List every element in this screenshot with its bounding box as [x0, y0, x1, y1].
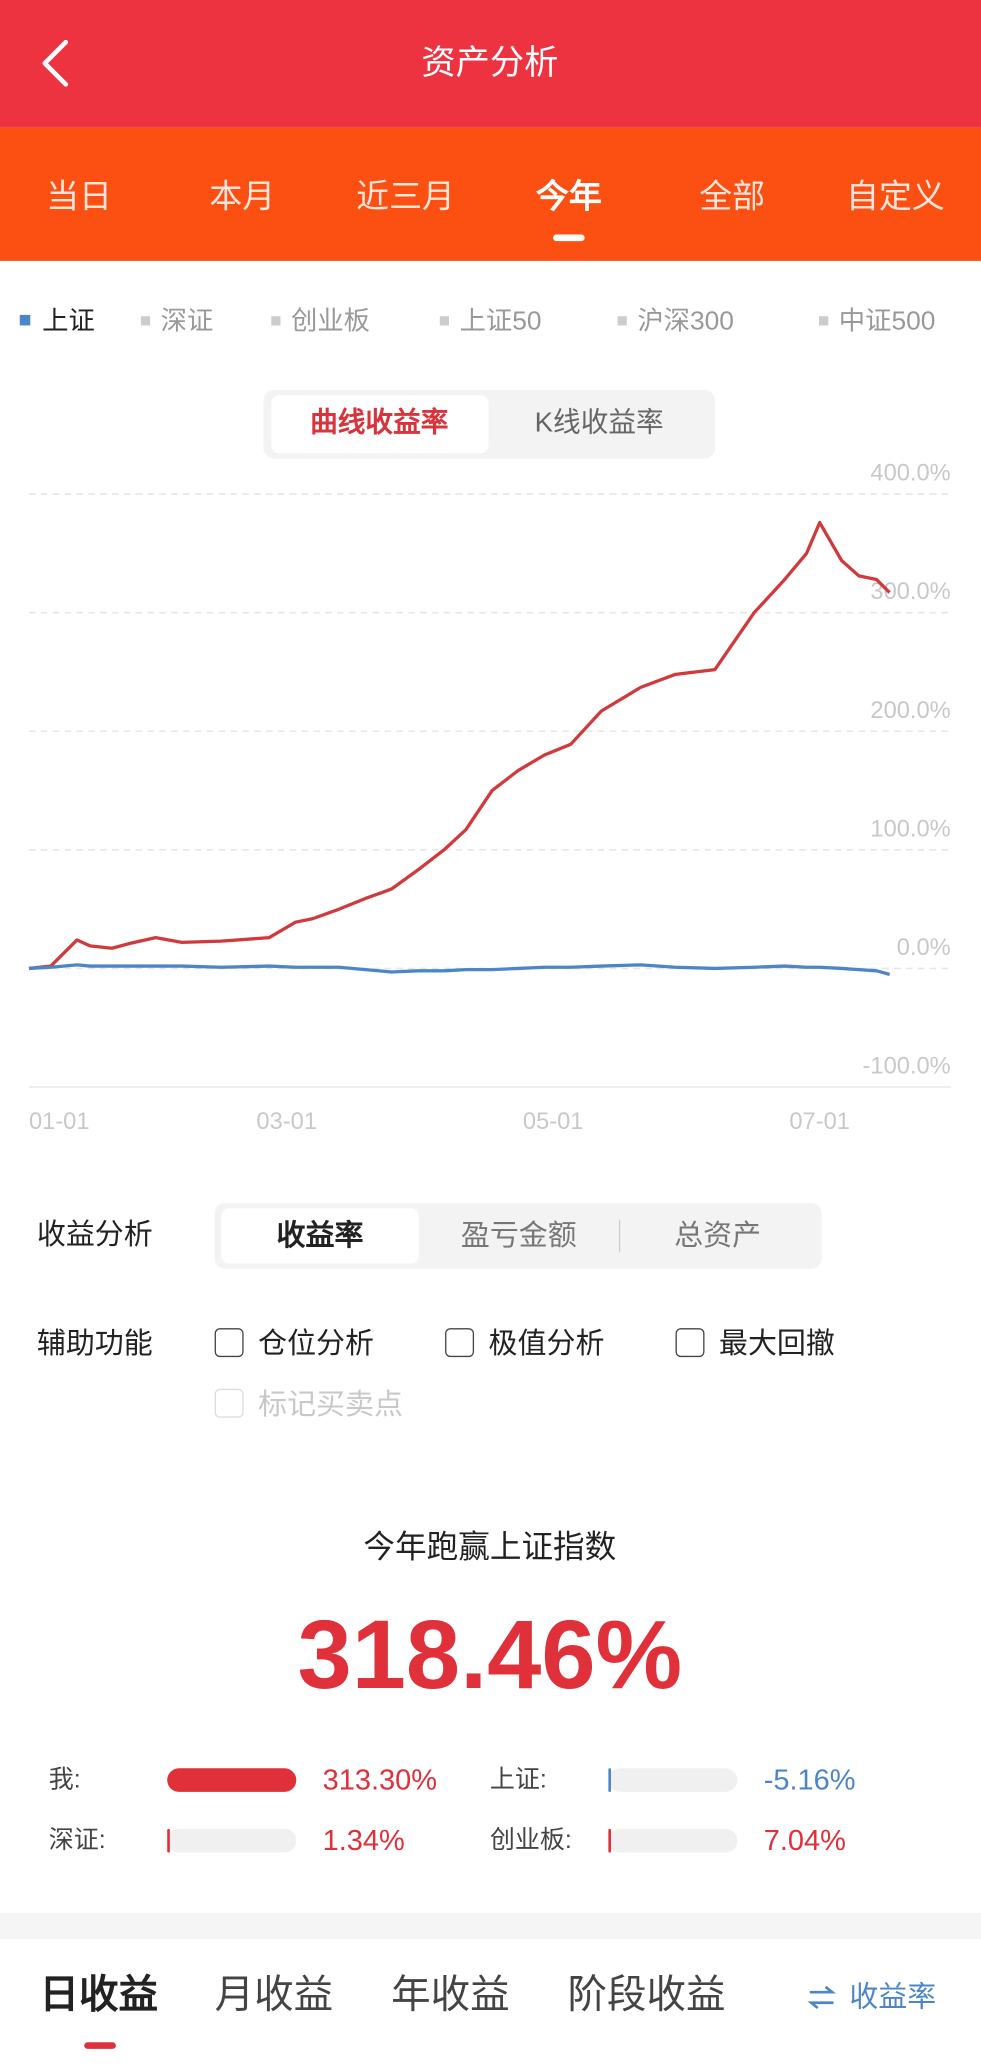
index-swatch [617, 316, 627, 326]
value-label: 7.04% [763, 1823, 846, 1857]
toggle-option[interactable]: 曲线收益率 [310, 407, 449, 439]
bottom-tab[interactable]: 阶段收益 [567, 1973, 726, 2018]
x-tick-label: 05-01 [523, 1109, 584, 1135]
bar [167, 1828, 170, 1853]
value-label: 313.30% [322, 1762, 437, 1796]
y-tick-label: 200.0% [870, 698, 950, 724]
y-tick-label: 400.0% [870, 461, 950, 487]
index-label[interactable]: 沪深300 [637, 307, 734, 336]
row-label: 收益分析 [36, 1217, 153, 1251]
value-label: -5.16% [763, 1762, 856, 1796]
tab-indicator [84, 2042, 116, 2049]
tab-indicator [553, 234, 585, 242]
y-tick-label: 100.0% [870, 816, 950, 842]
toggle-selected [221, 1208, 419, 1264]
switch-icon[interactable] [806, 1983, 838, 2012]
checkbox-label[interactable]: 极值分析 [488, 1326, 605, 1360]
summary-title: 今年跑赢上证指数 [363, 1529, 617, 1566]
toggle-option[interactable]: K线收益率 [534, 407, 664, 439]
compare-label: 上证: [489, 1766, 547, 1794]
index-label[interactable]: 深证 [160, 307, 214, 336]
bottom-tab[interactable]: 月收益 [214, 1973, 334, 2018]
x-tick-label: 07-01 [789, 1109, 850, 1135]
period-tab[interactable]: 今年 [535, 178, 602, 216]
bar-track [608, 1828, 738, 1853]
period-tab[interactable]: 全部 [699, 178, 766, 216]
switch-label[interactable]: 收益率 [849, 1980, 937, 2014]
y-tick-label: -100.0% [863, 1054, 951, 1080]
bar [608, 1828, 612, 1853]
analysis-option[interactable]: 盈亏金额 [460, 1218, 577, 1252]
compare-label: 我: [48, 1766, 81, 1794]
row-label: 辅助功能 [36, 1326, 153, 1360]
bar-track [167, 1828, 297, 1853]
analysis-option[interactable]: 总资产 [674, 1218, 762, 1252]
divider [618, 1220, 621, 1252]
index-label[interactable]: 中证500 [838, 307, 936, 336]
checkbox-label[interactable]: 最大回撤 [718, 1326, 835, 1360]
analysis-option[interactable]: 收益率 [276, 1218, 364, 1252]
header-bar [0, 0, 981, 128]
headline-value: 318.46% [297, 1599, 683, 1709]
index-swatch [140, 316, 151, 326]
series-line [28, 520, 891, 971]
series-line [28, 963, 891, 976]
checkbox-label: 标记买卖点 [258, 1387, 403, 1421]
index-swatch [439, 316, 450, 326]
value-label: 1.34% [322, 1823, 405, 1857]
checkbox [214, 1388, 244, 1418]
checkbox[interactable] [214, 1328, 244, 1358]
toggle-selected [271, 395, 489, 454]
back-button[interactable] [37, 37, 77, 90]
checkbox[interactable] [445, 1328, 475, 1358]
x-tick-label: 03-01 [256, 1109, 317, 1135]
y-tick-label: 300.0% [870, 579, 950, 605]
index-label[interactable]: 上证50 [459, 307, 542, 336]
period-tab[interactable]: 自定义 [846, 178, 945, 216]
checkbox-label[interactable]: 仓位分析 [258, 1326, 374, 1360]
checkbox[interactable] [675, 1328, 705, 1358]
index-label[interactable]: 创业板 [291, 307, 371, 336]
index-swatch [819, 316, 829, 326]
x-tick-label: 01-01 [29, 1109, 90, 1135]
y-tick-label: 0.0% [897, 935, 951, 961]
period-tab[interactable]: 本月 [209, 178, 276, 216]
compare-label: 创业板: [489, 1826, 572, 1855]
bar [608, 1768, 611, 1792]
compare-label: 深证: [48, 1826, 106, 1855]
section-gap [0, 1913, 981, 1940]
period-tab[interactable]: 当日 [46, 178, 112, 216]
legend-label[interactable]: 上证 [42, 307, 95, 336]
line-chart: -100.0% 0.0% 100.0% 200.0% 300.0% 400.0% 01-01… [28, 461, 951, 1135]
bottom-tab[interactable]: 年收益 [391, 1973, 510, 2018]
legend-swatch [19, 314, 31, 326]
tab-bar [0, 127, 981, 261]
page-title: 资产分析 [421, 42, 559, 82]
bar [167, 1768, 297, 1792]
index-swatch [271, 316, 281, 326]
period-tab[interactable]: 近三月 [356, 178, 455, 216]
bottom-tab[interactable]: 日收益 [39, 1973, 159, 2018]
bar-track [608, 1768, 738, 1792]
